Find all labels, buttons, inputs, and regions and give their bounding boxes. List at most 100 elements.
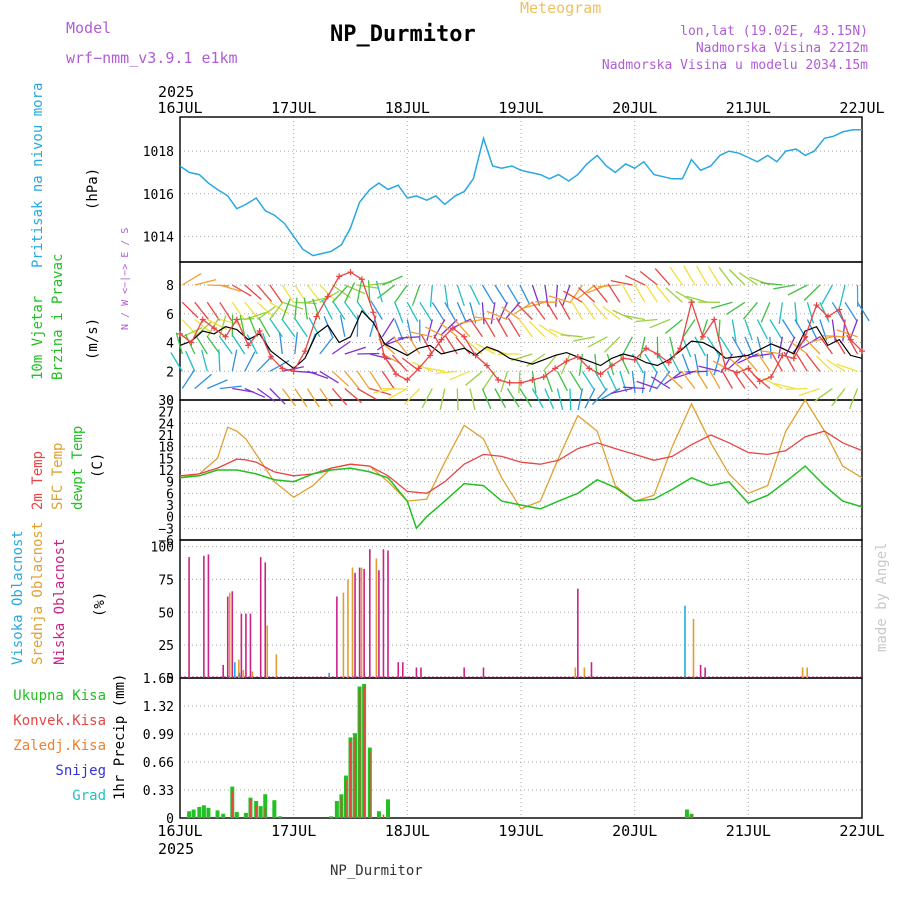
wind-arrow <box>406 301 419 322</box>
wind-arrow <box>581 301 596 320</box>
wind-arrow <box>219 284 241 293</box>
x-tick-label-bottom: 16JUL <box>157 822 202 840</box>
y-tick-label: 27 <box>158 406 174 421</box>
wind-compass-legend: N / W <−|−> E / S <box>120 228 131 330</box>
y-tick-label: 2 <box>166 365 174 380</box>
precip-total-bar <box>221 813 226 818</box>
precip-total-bar <box>329 816 334 818</box>
wind-arrow <box>469 302 477 324</box>
wind-arrow <box>636 380 658 390</box>
precip-legend-item: Konvek.Kisa <box>13 713 106 729</box>
wind-arrow <box>456 284 465 307</box>
y-tick-label: 1.32 <box>143 700 174 715</box>
wind-arrow <box>664 370 683 385</box>
wind-arrow <box>620 282 633 303</box>
wind-arrow <box>731 319 737 342</box>
wind-arrow <box>544 371 553 393</box>
wind-arrow <box>713 353 721 376</box>
wind-arrow <box>639 336 646 359</box>
wind-arrow <box>307 296 329 303</box>
dewpt-line <box>179 465 863 530</box>
wind-gust-marker <box>449 325 456 332</box>
model-label: Model <box>66 19 112 37</box>
wind-gust-marker <box>358 276 365 283</box>
wind-arrow <box>218 335 233 355</box>
wind-gust-marker <box>643 345 650 352</box>
temp-2m-line <box>179 430 863 494</box>
precip-total-bar <box>191 809 196 818</box>
wind-arrow <box>681 336 692 358</box>
x-tick-label-bottom: 20JUL <box>612 822 657 840</box>
wind-arrow <box>584 388 596 409</box>
wind-arrow <box>769 319 782 339</box>
wind-arrow <box>531 284 541 307</box>
wind-gust-marker <box>188 339 195 346</box>
wind-arrow <box>762 377 783 390</box>
wind-arrow <box>281 284 295 304</box>
wind-arrow <box>581 370 595 391</box>
wind-gust-marker <box>336 273 343 280</box>
wind-arrow <box>181 369 195 389</box>
wind-arrow <box>231 349 238 372</box>
precip-legend-item: Grad <box>72 788 106 804</box>
wind-arrow <box>412 361 433 372</box>
wind-gust-marker <box>574 353 581 360</box>
wind-ylabel: Brzina i Pravac <box>50 254 66 380</box>
wind-arrow <box>560 353 571 375</box>
station-title: NP_Durmitor <box>330 22 476 47</box>
wind-gust-marker <box>324 293 331 300</box>
wind-gust-marker <box>529 376 536 383</box>
wind-arrow <box>742 371 758 389</box>
wind-arrow <box>219 301 233 322</box>
x-tick-label-top: 17JUL <box>271 99 316 117</box>
wind-arrow <box>481 302 485 325</box>
wind-arrow <box>803 284 821 301</box>
model-elevation-label: Nadmorska Visina u modelu 2034.15m <box>601 58 868 73</box>
wind-arrow <box>218 349 221 372</box>
y-tick-label: 50 <box>158 606 174 621</box>
y-tick-label: 15 <box>158 452 174 467</box>
wind-arrow <box>578 353 584 376</box>
wind-arrow <box>258 317 271 338</box>
wind-gust-marker <box>688 299 695 306</box>
wind-arrow <box>570 300 583 320</box>
wind-arrow <box>577 284 596 300</box>
precip-legend-item: Ukupna Kisa <box>13 688 106 704</box>
wind-arrow <box>526 353 546 367</box>
wind-arrow <box>375 280 383 303</box>
model-value: wrf−nmm_v3.9.1 e1km <box>66 49 238 67</box>
wind-arrow <box>578 287 596 303</box>
wind-arrow <box>424 326 446 338</box>
wind-arrow <box>654 268 671 286</box>
wind-gust-marker <box>404 376 411 383</box>
wind-gust-marker <box>711 316 718 323</box>
wind-arrow <box>562 284 571 307</box>
temp-ylabel: SFC Temp <box>50 443 66 510</box>
sfc-temp-line <box>179 398 863 510</box>
wind-arrow <box>518 318 533 338</box>
wind-gust-marker <box>608 362 615 369</box>
precip-total-bar <box>187 811 192 818</box>
precip-conv-bar <box>349 741 352 818</box>
wind-arrow <box>795 352 808 372</box>
wind-arrow <box>439 322 458 338</box>
wind-arrow <box>465 370 483 386</box>
x-tick-label-top: 21JUL <box>726 99 771 117</box>
x-tick-label-bottom: 18JUL <box>385 822 430 840</box>
wind-arrow <box>623 314 646 321</box>
wind-arrow <box>718 267 733 286</box>
wind-arrow <box>516 303 533 320</box>
y-tick-label: 0 <box>166 672 174 687</box>
wind-arrow <box>528 320 546 338</box>
wind-arrow <box>555 284 559 307</box>
wind-gust-marker <box>540 374 547 380</box>
y-tick-label: 100 <box>151 541 174 556</box>
wind-arrow <box>306 388 320 408</box>
wind-gust-marker <box>745 365 752 372</box>
wind-arrow <box>680 370 696 389</box>
wind-arrow <box>433 319 446 339</box>
wind-arrow <box>181 273 202 286</box>
precip-legend-item: Zaledj.Kisa <box>13 738 106 754</box>
wind-arrow <box>367 280 371 303</box>
wind-arrow <box>594 370 607 391</box>
